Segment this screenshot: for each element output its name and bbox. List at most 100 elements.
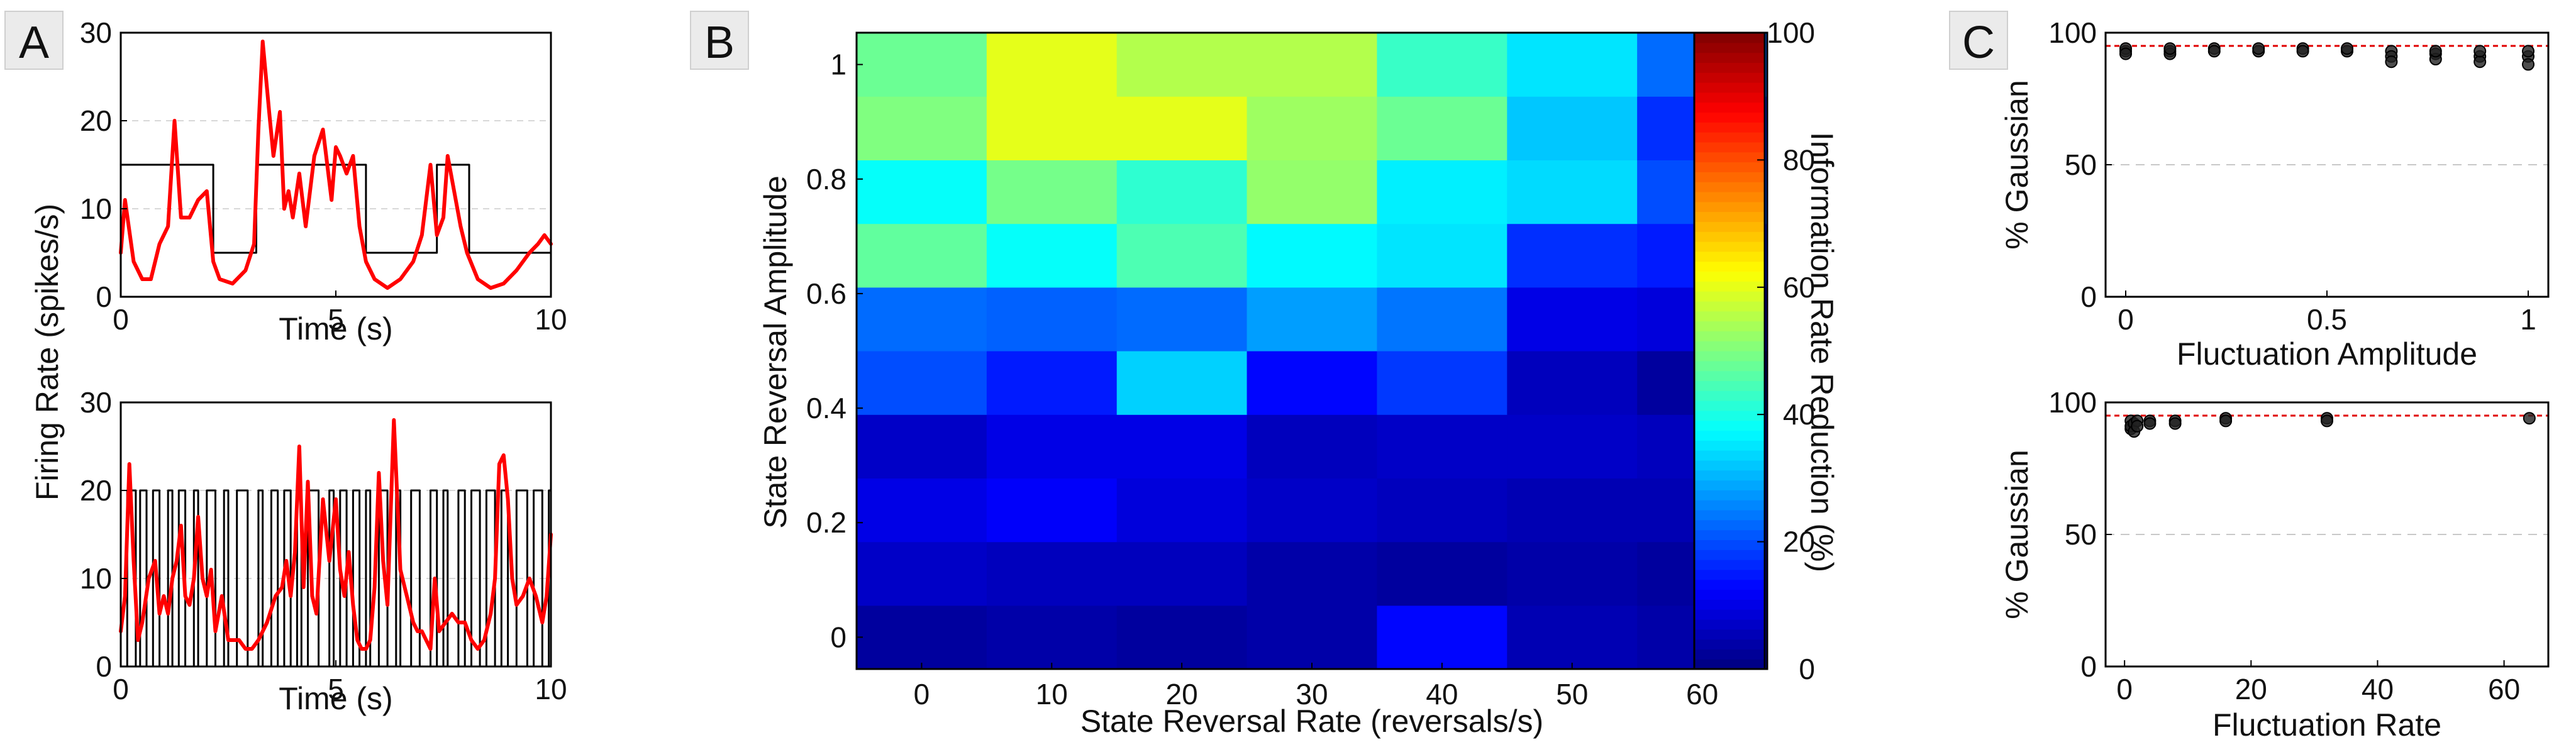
chart-b-xtick-label: 0 xyxy=(914,678,930,711)
chart-c-top-point xyxy=(2473,55,2487,69)
heatmap-cell xyxy=(1377,160,1507,224)
colorbar-step xyxy=(1694,122,1765,133)
chart-a-top-xtick-label: 5 xyxy=(328,303,344,336)
heatmap-cell xyxy=(857,351,987,415)
colorbar-step xyxy=(1694,92,1765,103)
colorbar-step xyxy=(1694,480,1765,490)
svg-text:C: C xyxy=(1962,18,1995,68)
chart-a-bottom-rate-line xyxy=(119,418,553,651)
heatmap-cell xyxy=(1246,96,1378,160)
colorbar-step xyxy=(1694,62,1765,73)
chart-a-top-xtick-label: 0 xyxy=(113,303,129,336)
colorbar-step xyxy=(1694,211,1765,223)
chart-c-top-point xyxy=(2207,45,2221,58)
colorbar-step xyxy=(1694,72,1765,83)
colorbar-step xyxy=(1694,132,1765,143)
heatmap-cell xyxy=(1116,160,1248,224)
chart-a-bottom-xlabel: Time (s) xyxy=(279,681,392,716)
heatmap-cell xyxy=(857,160,987,224)
heatmap-cell xyxy=(1377,33,1507,97)
heatmap-cell xyxy=(857,33,987,97)
chart-c-top-point xyxy=(2522,45,2534,58)
heatmap-cell xyxy=(1377,541,1507,606)
colorbar-step xyxy=(1694,321,1765,331)
chart-a-bottom-ytick-label: 20 xyxy=(80,474,112,507)
colorbar-step xyxy=(1694,510,1765,521)
chart-c-bottom-ytick-label: 100 xyxy=(2048,386,2097,419)
colorbar-step xyxy=(1694,500,1765,511)
chart-c-bottom: 0 20 40 60 0 50 100 Fluctuation Rate % Gaussia… xyxy=(1999,386,2550,743)
colorbar-tick-label: 20 xyxy=(1783,526,1815,558)
chart-a-bottom-xtick-label: 0 xyxy=(113,673,129,705)
colorbar-tick-label: 100 xyxy=(1767,16,1815,49)
colorbar-step xyxy=(1694,311,1765,322)
chart-b-colorbar-label: Information Rate Reduction (%) xyxy=(1804,132,1840,572)
chart-c-top-xtick-label: 0 xyxy=(2118,303,2134,336)
heatmap-cell xyxy=(1246,160,1378,224)
chart-c-bottom-point xyxy=(2321,414,2333,428)
colorbar-step xyxy=(1694,589,1765,600)
heatmap-cell xyxy=(1246,414,1378,478)
colorbar-step xyxy=(1694,301,1765,312)
colorbar-step xyxy=(1694,182,1765,192)
heatmap-cell xyxy=(1507,605,1638,670)
heatmap-cell xyxy=(986,287,1118,351)
colorbar-step xyxy=(1694,470,1765,481)
chart-c-bottom-ticks: 0 20 40 60 0 50 100 xyxy=(2048,386,2520,705)
heatmap-cell xyxy=(1116,541,1248,606)
heatmap-cell xyxy=(1246,223,1378,288)
chart-a-top-ticks: 0 5 10 0 10 20 30 xyxy=(80,16,567,336)
colorbar-step xyxy=(1694,82,1765,93)
chart-c-top-point xyxy=(2296,45,2309,58)
heatmap-cell xyxy=(1507,541,1638,606)
colorbar-step xyxy=(1694,341,1765,351)
heatmap-cell xyxy=(1507,351,1638,415)
chart-a-bottom-marks xyxy=(119,418,553,668)
colorbar-step xyxy=(1694,221,1765,232)
chart-a-bottom-ytick-label: 30 xyxy=(80,386,112,419)
colorbar-step xyxy=(1694,490,1765,500)
chart-a-top-ytick-label: 0 xyxy=(96,280,112,313)
chart-c-bottom-xtick-label: 40 xyxy=(2362,673,2394,705)
heatmap-cell xyxy=(986,160,1118,224)
chart-c-top-point xyxy=(2385,55,2398,69)
chart-c-top-xtick-label: 0.5 xyxy=(2307,303,2347,336)
colorbar-step xyxy=(1694,201,1765,213)
panel-letter-a: A xyxy=(4,11,64,70)
heatmap-cell xyxy=(1377,605,1507,670)
chart-c-top-ytick-label: 100 xyxy=(2048,16,2097,49)
chart-a-bottom-ticks: 0 5 10 0 10 20 30 xyxy=(80,386,567,705)
heatmap-cell xyxy=(1246,287,1378,351)
colorbar-step xyxy=(1694,460,1765,471)
colorbar-step xyxy=(1694,331,1765,341)
heatmap-cell xyxy=(1116,478,1248,543)
chart-c-bottom-xlabel: Fluctuation Rate xyxy=(2212,707,2441,743)
heatmap-cell xyxy=(1246,605,1378,670)
chart-a-top-marks xyxy=(119,40,553,290)
chart-c-top-xtick-label: 1 xyxy=(2520,303,2536,336)
colorbar-step xyxy=(1694,390,1765,401)
heatmap-cell xyxy=(857,414,987,478)
colorbar-step xyxy=(1694,659,1765,670)
colorbar-step xyxy=(1694,519,1765,531)
heatmap-cell xyxy=(1507,223,1638,288)
colorbar-step xyxy=(1694,401,1765,411)
chart-b-xlabel: State Reversal Rate (reversals/s) xyxy=(1080,704,1543,739)
chart-a-bottom-ytick-label: 0 xyxy=(96,650,112,683)
heatmap-cell xyxy=(1116,287,1248,351)
svg-text:A: A xyxy=(19,18,49,68)
chart-b: 0 10 20 30 40 50 60 0 0.2 0.4 0.6 0.8 1 State Revers… xyxy=(758,31,1768,739)
chart-c-top-point xyxy=(2429,45,2442,58)
heatmap-cell xyxy=(1507,287,1638,351)
colorbar-step xyxy=(1694,649,1765,660)
heatmap-cell xyxy=(857,605,987,670)
chart-a-bottom-xtick-label: 10 xyxy=(535,673,567,705)
chart-c-top-point xyxy=(2341,42,2353,55)
chart-c-bottom-xtick-label: 60 xyxy=(2488,673,2520,705)
heatmap-cell xyxy=(1507,478,1638,543)
colorbar-step xyxy=(1694,261,1765,272)
chart-b-xtick-label: 40 xyxy=(1426,678,1458,711)
chart-a-bottom-step-line xyxy=(119,489,552,668)
chart-b-colorbar-ticks: 0 20 40 60 80 100 xyxy=(1757,16,1815,685)
chart-b-cells xyxy=(857,33,1768,670)
